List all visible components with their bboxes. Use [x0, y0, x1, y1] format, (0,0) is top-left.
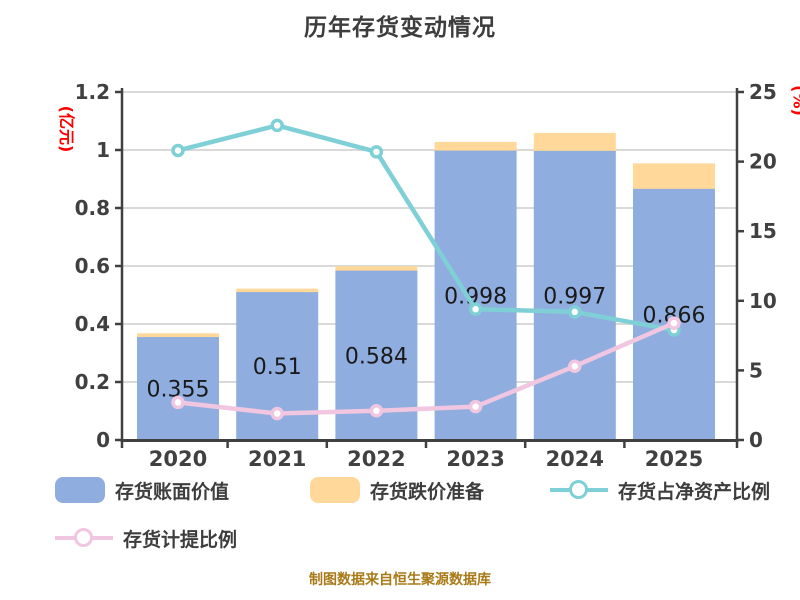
bar-provision: [533, 132, 616, 153]
left-axis-tick-label: 1.2: [75, 80, 110, 104]
net-asset-ratio-point: [270, 118, 284, 133]
right-axis-tick-label: 25: [749, 80, 777, 104]
provision-ratio-point: [468, 399, 483, 414]
net-asset-ratio-point: [568, 305, 582, 319]
net-asset-ratio-point: [468, 302, 483, 316]
legend-item-provision-ratio: 存货计提比例: [55, 524, 237, 552]
left-axis-tick-label: 0: [96, 428, 110, 452]
bar-swatch-icon: [55, 477, 105, 503]
x-axis-category-label: 2025: [645, 447, 703, 471]
chart-title: 历年存货变动情况: [304, 15, 496, 41]
provision-ratio-point: [171, 395, 185, 410]
x-axis-category-label: 2022: [347, 447, 405, 471]
bar-provision: [633, 163, 715, 191]
legend-item-net-asset-ratio: 存货占净资产比例: [550, 476, 770, 504]
right-axis-tick-label: 5: [749, 358, 763, 382]
data-source-note: 制图数据来自恒生聚源数据库: [309, 572, 491, 588]
bar-value-label: 0.51: [253, 355, 302, 380]
bar-provision: [137, 333, 219, 340]
x-axis-category-label: 2021: [248, 447, 306, 471]
x-axis-category-label: 2023: [446, 447, 504, 471]
right-axis-tick-label: 15: [749, 219, 777, 243]
provision-ratio-point: [270, 406, 284, 421]
left-axis-unit: (亿元): [57, 105, 76, 153]
bar-provision: [434, 141, 517, 153]
bar-book-value: [633, 188, 715, 440]
bar-swatch-icon: [310, 477, 360, 503]
legend-item-provision: 存货跌价准备: [310, 476, 484, 504]
right-axis-tick-label: 10: [749, 289, 777, 313]
left-axis-tick-label: 0.8: [75, 196, 110, 220]
line-marker-icon: [550, 477, 608, 503]
legend-label: 存货占净资产比例: [618, 480, 771, 503]
bar-provision: [335, 266, 418, 273]
x-axis-category-label: 2024: [546, 447, 604, 471]
left-axis-tick-label: 0.4: [75, 312, 110, 336]
provision-ratio-point: [568, 359, 582, 373]
bar-value-label: 0.584: [345, 344, 408, 369]
bar-provision: [236, 288, 319, 295]
left-axis-tick-label: 0.2: [75, 370, 110, 394]
legend-label: 存货跌价准备: [370, 480, 485, 503]
provision-ratio-point: [667, 316, 681, 330]
net-asset-ratio-line: [175, 123, 677, 333]
provision-ratio-point: [369, 404, 384, 418]
legend-item-book-value: 存货账面价值: [55, 476, 229, 504]
right-axis-tick-label: 20: [749, 150, 777, 174]
left-axis-tick-label: 1: [96, 138, 110, 162]
x-axis-category-label: 2020: [149, 447, 207, 471]
net-asset-ratio-point: [171, 143, 185, 158]
net-asset-ratio-point: [369, 145, 384, 159]
right-axis-unit: (%): [789, 85, 800, 116]
left-axis-tick-label: 0.6: [75, 254, 110, 278]
line-marker-icon: [55, 525, 113, 551]
right-axis-tick-label: 0: [749, 428, 763, 452]
bar-book-value: [533, 150, 616, 440]
bar-book-value: [137, 337, 219, 440]
legend-label: 存货账面价值: [115, 480, 230, 503]
provision-ratio-line: [175, 320, 677, 416]
bar-book-value: [434, 150, 517, 440]
legend-label: 存货计提比例: [123, 528, 238, 551]
